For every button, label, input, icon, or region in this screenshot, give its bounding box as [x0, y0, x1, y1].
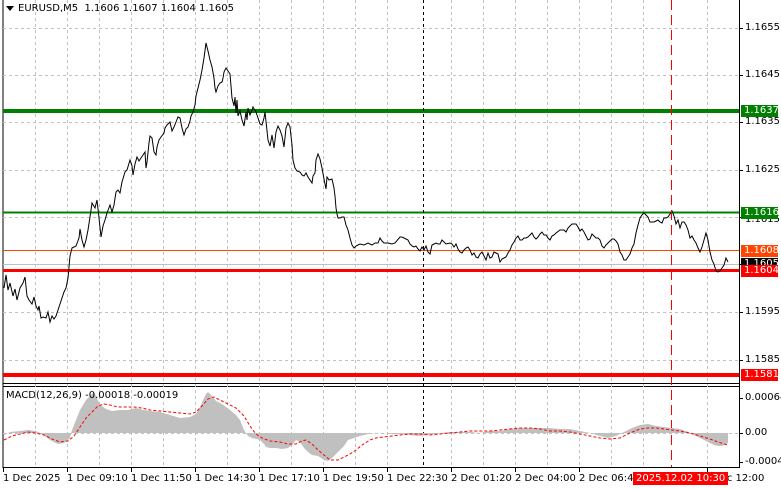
price-label: 1.1595	[745, 306, 780, 317]
chart-frame	[2, 0, 740, 468]
price-label: 1.1655	[745, 22, 780, 33]
level-tag-1604: 1.1604	[741, 265, 779, 277]
time-label: 1 Dec 11:50	[131, 473, 192, 484]
price-label: 1.1615	[745, 214, 780, 225]
level-tag-1608: 1.1608	[741, 245, 779, 257]
time-label: 1 Dec 09:10	[67, 473, 128, 484]
level-tag-1637: 1.1637	[741, 105, 779, 117]
time-label: 1 Dec 2025	[3, 473, 61, 484]
level-tag-1616: 1.1616	[741, 207, 779, 219]
price-label: 1.1585	[745, 354, 780, 365]
time-label: 1 Dec 22:30	[387, 473, 448, 484]
time-label: 1 Dec 19:50	[323, 473, 384, 484]
crosshair-time-label: 2025.12.02 10:30	[633, 472, 729, 485]
macd-scale-label: 0.00064	[745, 392, 781, 403]
chart-title[interactable]: EURUSD,M5 1.1606 1.1607 1.1604 1.1605	[6, 3, 234, 14]
price-label: 1.1635	[745, 116, 780, 127]
time-label: Dec 12:00	[713, 473, 765, 484]
macd-name: MACD(12,26,9)	[6, 390, 82, 401]
time-label: 2 Dec 06:40	[579, 473, 640, 484]
time-axis-ticks	[3, 468, 708, 472]
macd-scale-label: -0.00047	[745, 456, 781, 467]
time-label: 2 Dec 04:00	[515, 473, 576, 484]
macd-signal-line	[3, 396, 729, 461]
macd-title[interactable]: MACD(12,26,9) -0.00018 -0.00019	[6, 390, 178, 401]
price-label: 1.1625	[745, 164, 780, 175]
time-label: 2 Dec 01:20	[451, 473, 512, 484]
price-label: 1.1645	[745, 69, 780, 80]
macd-scale-label: 0.00	[745, 427, 768, 438]
time-label: 1 Dec 17:10	[259, 473, 320, 484]
horizontal-grid	[3, 28, 739, 434]
dropdown-triangle-icon[interactable]	[6, 5, 14, 11]
macd-histogram	[4, 392, 728, 461]
price-line	[3, 42, 729, 324]
ohlc-values: 1.1606 1.1607 1.1604 1.1605	[84, 3, 234, 14]
time-label: 1 Dec 14:30	[195, 473, 256, 484]
symbol-timeframe: EURUSD,M5	[18, 3, 79, 14]
level-tag-1581: 1.1581	[741, 369, 779, 381]
macd-values: -0.00018 -0.00019	[85, 390, 179, 401]
